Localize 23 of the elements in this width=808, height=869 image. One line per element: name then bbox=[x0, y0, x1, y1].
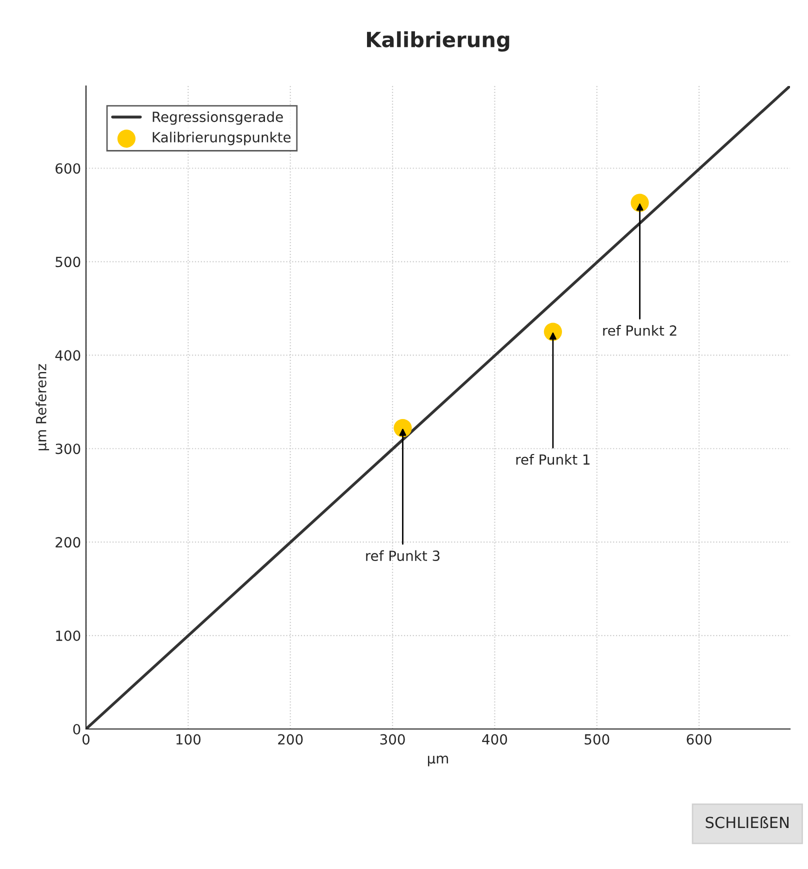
y-axis-title: µm Referenz bbox=[36, 364, 50, 450]
annotation: ref Punkt 2 bbox=[603, 325, 676, 336]
annotation: ref Punkt 1 bbox=[516, 454, 590, 465]
x-tick-label: 200 bbox=[278, 734, 303, 745]
annotation: ref Punkt 3 bbox=[366, 550, 440, 562]
x-tick-label: 0 bbox=[82, 734, 90, 745]
x-tick-label: 300 bbox=[380, 734, 405, 745]
x-tick-label: 500 bbox=[584, 734, 610, 745]
y-tick-label: 400 bbox=[55, 350, 80, 361]
x-tick-label: 600 bbox=[686, 734, 712, 745]
y-tick-label: 300 bbox=[56, 444, 80, 454]
x-tick-label: 400 bbox=[482, 734, 508, 745]
text: SCHLIEßEN bbox=[706, 816, 789, 828]
x-axis-title: µm bbox=[428, 756, 448, 766]
legend-label: Kalibrierungspunkte bbox=[152, 132, 291, 146]
y-tick-label: 600 bbox=[56, 163, 80, 174]
legend-label: Regressionsgerade bbox=[152, 111, 283, 125]
y-tick-label: 0 bbox=[73, 724, 80, 734]
y-tick-label: 100 bbox=[56, 630, 80, 642]
y-tick-label: 200 bbox=[56, 537, 80, 548]
x-tick-label: 100 bbox=[176, 734, 201, 745]
y-tick-label: 500 bbox=[56, 256, 80, 268]
chart-title: Kalibrierung bbox=[367, 31, 510, 52]
